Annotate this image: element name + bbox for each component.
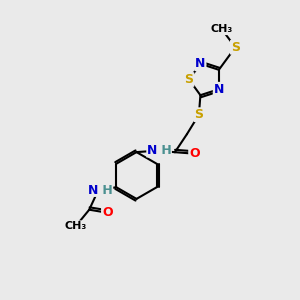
- Text: S: S: [231, 41, 240, 54]
- Text: N: N: [214, 83, 224, 96]
- Text: O: O: [102, 206, 112, 219]
- Text: N: N: [88, 184, 98, 197]
- Text: N: N: [146, 144, 157, 157]
- Text: CH₃: CH₃: [64, 221, 87, 231]
- Text: O: O: [189, 147, 200, 160]
- Text: CH₃: CH₃: [211, 24, 233, 34]
- Text: S: S: [194, 108, 203, 121]
- Text: H: H: [98, 184, 113, 197]
- Text: H: H: [157, 144, 172, 157]
- Text: S: S: [184, 73, 194, 86]
- Text: N: N: [195, 57, 206, 70]
